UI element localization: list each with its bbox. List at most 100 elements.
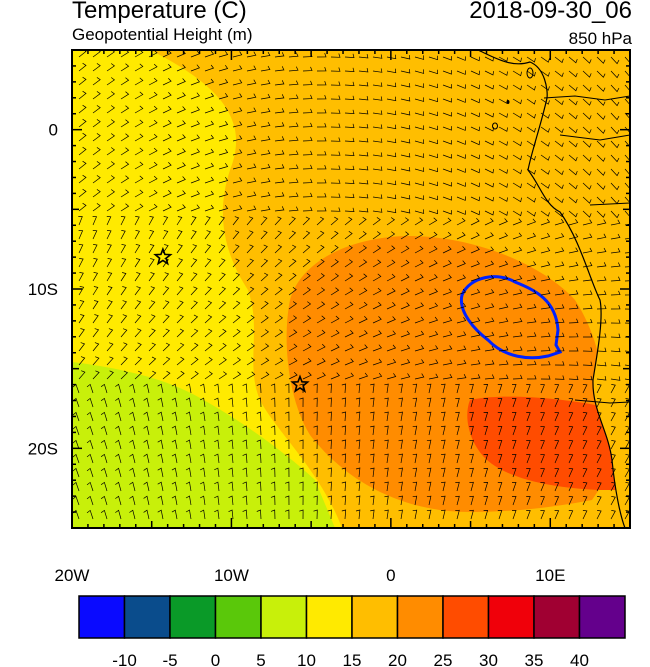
wind-barb — [386, 124, 397, 130]
wind-barb — [596, 210, 606, 218]
wind-barb — [344, 301, 354, 310]
wind-barb — [512, 70, 522, 77]
wind-barb — [176, 314, 184, 324]
colorbar-label: 0 — [211, 651, 220, 667]
wind-barb — [78, 258, 84, 268]
wind-barb — [498, 303, 509, 310]
wind-barb — [540, 318, 551, 324]
wind-barb — [484, 345, 495, 352]
wind-barb — [344, 179, 355, 184]
wind-barb — [157, 411, 164, 422]
wind-barb — [512, 210, 522, 217]
wind-barb — [582, 510, 588, 520]
wind-barb — [86, 509, 94, 520]
wind-barb — [610, 276, 621, 282]
wind-barb — [232, 216, 240, 226]
wind-barb — [274, 66, 285, 72]
wind-barb — [568, 440, 574, 450]
wind-barb — [442, 359, 453, 366]
wind-barb — [624, 378, 630, 381]
wind-barb — [414, 139, 425, 144]
wind-barb — [386, 138, 397, 144]
wind-barb — [185, 411, 192, 422]
wind-barb — [484, 274, 495, 282]
wind-barb — [218, 204, 229, 212]
wind-barb — [358, 217, 367, 226]
wind-barb — [214, 453, 220, 464]
wind-barb — [526, 84, 536, 91]
wind-barb — [284, 425, 290, 436]
wind-barb — [355, 425, 361, 436]
wind-barb — [610, 362, 621, 367]
wind-barb — [316, 216, 325, 226]
wind-barb — [260, 79, 271, 86]
wind-barb — [316, 192, 327, 198]
lon-tick-label: 0 — [386, 566, 395, 585]
wind-barb — [400, 97, 411, 102]
wind-barb — [372, 54, 383, 59]
wind-barb — [400, 316, 410, 324]
wind-barb — [568, 182, 578, 190]
wind-barb — [456, 373, 467, 380]
wind-barb — [470, 182, 480, 188]
wind-barb — [120, 258, 127, 268]
wind-barb — [484, 182, 494, 188]
wind-barb — [358, 152, 369, 157]
wind-barb — [414, 69, 425, 74]
wind-barb — [162, 314, 170, 324]
wind-barb — [569, 347, 579, 352]
wind-barb — [260, 65, 271, 72]
wind-barb — [456, 182, 466, 187]
wind-barb — [414, 373, 425, 380]
wind-barb — [176, 356, 185, 366]
wind-barb — [372, 259, 382, 268]
wind-barb — [214, 439, 220, 450]
wind-barb — [540, 398, 545, 408]
wind-barb — [358, 287, 368, 296]
wind-barb — [540, 384, 545, 394]
wind-barb — [358, 330, 368, 338]
wind-barb — [400, 259, 410, 268]
wind-barb — [120, 175, 130, 184]
wind-barb — [190, 244, 198, 254]
wind-barb — [260, 121, 271, 128]
wind-barb — [540, 112, 550, 119]
wind-barb — [470, 126, 480, 132]
wind-barb — [355, 453, 361, 464]
wind-barb — [148, 286, 156, 296]
wind-barb — [106, 175, 115, 184]
wind-barb — [596, 384, 602, 394]
wind-barb — [106, 91, 115, 100]
wind-barb — [134, 314, 142, 324]
wind-barb — [568, 496, 574, 506]
wind-barb — [78, 202, 87, 212]
wind-barb — [92, 119, 101, 128]
wind-barb — [148, 147, 158, 156]
wind-barb — [316, 343, 326, 352]
wind-barb — [582, 247, 593, 254]
wind-barb — [428, 111, 438, 117]
wind-barb — [171, 481, 178, 492]
wind-barb — [313, 481, 318, 492]
wind-barb — [242, 439, 248, 450]
wind-barb — [358, 344, 368, 352]
wind-barb — [162, 286, 170, 296]
wind-barb — [284, 383, 290, 394]
wind-barb — [148, 203, 158, 212]
wind-barb — [554, 426, 560, 436]
wind-barb — [218, 92, 229, 100]
wind-barb — [162, 300, 170, 310]
wind-barb — [106, 244, 112, 254]
wind-barb — [288, 301, 298, 310]
wind-barb — [171, 411, 178, 422]
wind-barb — [157, 439, 164, 450]
wind-barb — [456, 196, 466, 201]
wind-barb — [330, 372, 340, 380]
wind-barb — [106, 230, 112, 240]
wind-barb — [274, 371, 284, 380]
wind-barb — [143, 467, 150, 478]
wind-barb — [72, 439, 80, 450]
wind-barb — [330, 53, 341, 58]
wind-barb — [526, 289, 537, 296]
wind-barb — [483, 412, 489, 422]
